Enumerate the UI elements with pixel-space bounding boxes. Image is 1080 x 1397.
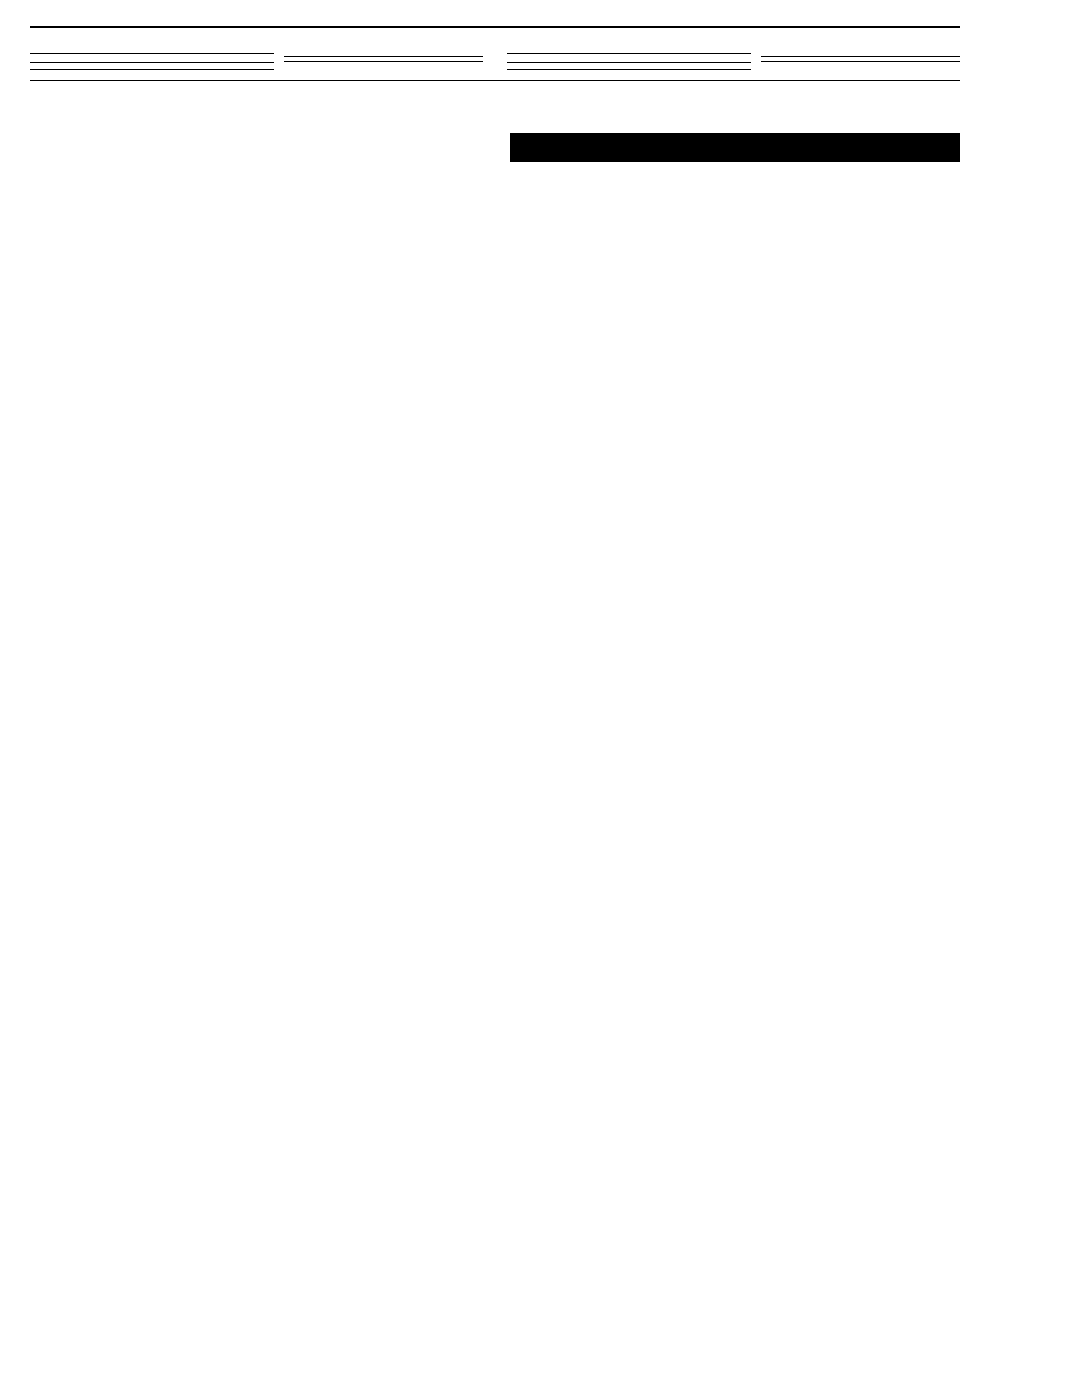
model-254-block (507, 44, 960, 70)
options-specs-left (30, 119, 480, 176)
page-subheader (30, 26, 960, 34)
job-info-bar (510, 133, 960, 162)
options-specs-right (510, 119, 960, 176)
model-228-block (30, 44, 483, 70)
ordering-section (30, 80, 960, 105)
